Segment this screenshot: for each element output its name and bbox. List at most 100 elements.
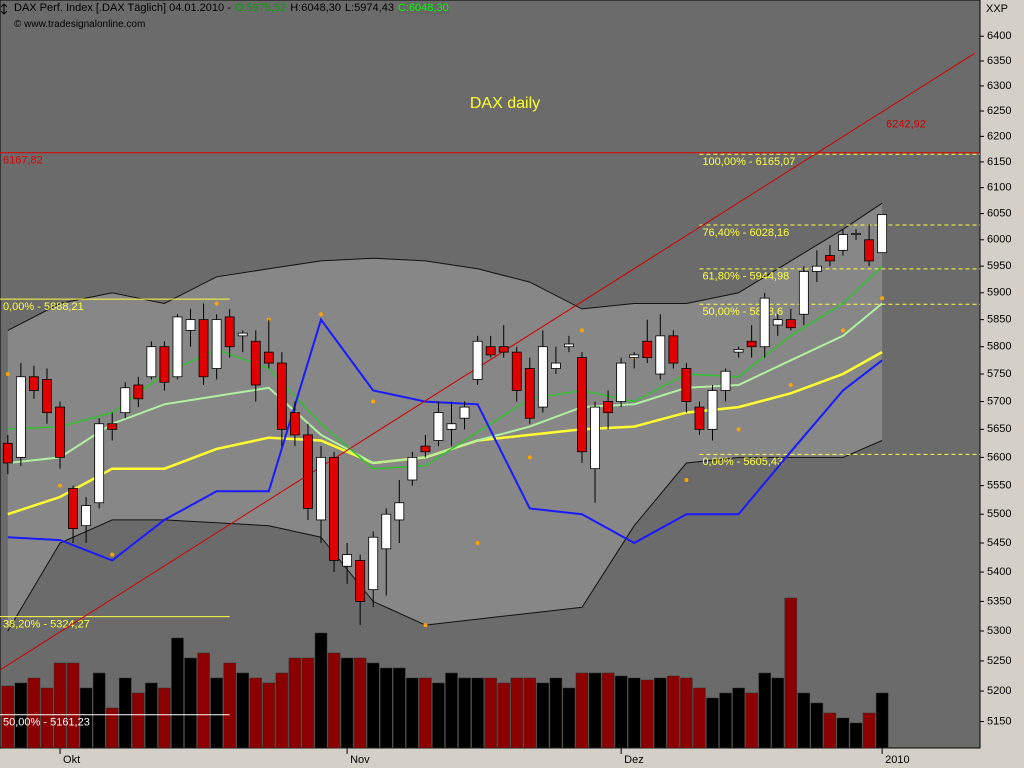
y-tick-label: 5450: [987, 537, 1011, 549]
volume-bar: [249, 677, 263, 749]
volume-bar: [132, 692, 145, 749]
band-lower: [7, 440, 883, 632]
sar-dot: [788, 382, 793, 387]
volume-bar: [197, 652, 210, 749]
header-title: DAX Perf. Index [.DAX Täglich] 04.01.201…: [14, 2, 231, 14]
volume-bar: [797, 692, 811, 749]
sar-dot: [371, 399, 376, 404]
axis-code: XXP: [986, 3, 1008, 15]
volume-bar: [119, 677, 132, 749]
y-tick-label: 5600: [987, 451, 1011, 463]
volume-bar: [536, 682, 550, 749]
candle-body: [394, 502, 405, 521]
volume-bar: [393, 667, 406, 749]
candle-body: [485, 346, 496, 356]
band-upper: [7, 202, 883, 331]
volume-bar: [158, 687, 171, 749]
y-tick-label: 6350: [987, 55, 1011, 67]
volume-bar: [53, 662, 67, 749]
candle-body: [290, 412, 300, 436]
candle-body: [15, 376, 26, 458]
volume-bar: [301, 657, 315, 749]
volume-bar: [419, 677, 432, 749]
volume-bar: [693, 687, 706, 749]
volume-bar: [406, 677, 419, 749]
indicator-line: [7, 265, 883, 470]
volume-bar: [1, 685, 15, 749]
candle-body: [159, 346, 170, 383]
chart-title: DAX daily: [470, 95, 540, 112]
volume-bar: [667, 675, 680, 749]
volume-bar: [680, 677, 693, 749]
y-tick-label: 6250: [987, 105, 1011, 117]
candle-body: [616, 362, 627, 402]
y-tick-label: 5300: [987, 625, 1011, 637]
candle-body: [407, 456, 418, 481]
y-tick-label: 5700: [987, 395, 1011, 407]
volume-bar: [223, 662, 236, 749]
sar-dot: [58, 483, 63, 488]
sar-dot: [319, 312, 324, 317]
volume-bar: [719, 692, 732, 749]
y-tick-label: 6300: [987, 80, 1011, 92]
volume-bar: [171, 637, 184, 749]
volume-bar: [575, 672, 589, 749]
volume-bar: [314, 632, 328, 749]
level-label: 0,00% - 5888,21: [3, 301, 84, 313]
sar-dot: [527, 455, 532, 460]
level-label: 6167,82: [3, 155, 43, 167]
volume-bar: [458, 677, 471, 749]
level-label: 61,80% - 5944,98: [702, 271, 789, 283]
sar-dot: [880, 296, 885, 301]
candle-body: [825, 255, 835, 262]
candle-body: [276, 362, 287, 430]
volume-bar: [275, 672, 289, 749]
level-label: 0,00% - 5605,43: [702, 456, 783, 468]
volume-bar: [614, 675, 628, 749]
volume-bar: [627, 677, 641, 749]
candle-body: [368, 536, 379, 591]
candle-body: [237, 332, 248, 337]
volume-bar: [823, 712, 837, 749]
volume-bar: [236, 672, 249, 749]
volume-bar: [27, 677, 41, 749]
volume-bar: [14, 682, 28, 749]
candle-body: [185, 319, 196, 331]
candle-body: [433, 412, 444, 441]
candle-body: [355, 560, 366, 602]
level-label: 38,20% - 5324,27: [3, 619, 90, 631]
x-tick-label: Okt: [63, 754, 80, 766]
candle-body: [668, 335, 679, 364]
candle-body: [211, 319, 222, 369]
header-high: H:6048,30: [290, 2, 341, 14]
volume-bar: [601, 672, 615, 749]
volume-bar: [654, 677, 667, 749]
sar-dot: [840, 328, 845, 333]
candle-body: [120, 387, 131, 414]
header-close: C:6048,30: [397, 2, 449, 14]
candle-body: [851, 233, 861, 235]
volume-bar: [262, 682, 276, 749]
volume-bar: [184, 657, 197, 749]
y-tick-label: 5500: [987, 508, 1011, 520]
volume-bar: [471, 677, 484, 749]
candle-body: [68, 488, 78, 529]
candle-body: [29, 376, 39, 391]
candle-body: [629, 354, 640, 358]
candle-body: [550, 362, 561, 369]
volume-bar: [40, 687, 54, 749]
volume-bar: [836, 717, 850, 749]
candle-body: [733, 349, 744, 353]
plot-layer: 6167,82 100,00% - 6165,07 76,40% - 6028,16…: [0, 52, 980, 749]
x-tick-label: 2010: [885, 754, 909, 766]
y-tick-label: 5200: [987, 685, 1011, 697]
candle-body: [838, 234, 848, 251]
candle-body: [681, 368, 692, 402]
volume-bar: [366, 662, 380, 749]
header: DAX Perf. Index [.DAX Täglich] 04.01.201…: [14, 2, 453, 14]
y-tick-label: 5800: [987, 341, 1011, 353]
volume-bar: [145, 682, 158, 749]
volume-bar: [849, 722, 863, 749]
volume-bar: [66, 662, 80, 749]
volume-bar: [640, 679, 654, 749]
